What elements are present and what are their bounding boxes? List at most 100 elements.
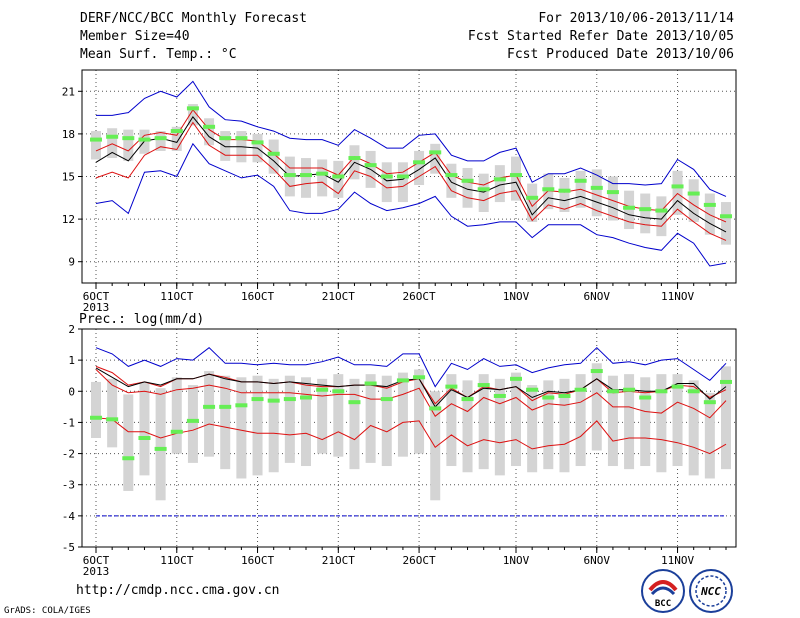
median-mark bbox=[219, 136, 232, 141]
ensemble-max-line bbox=[95, 347, 727, 388]
ensemble-box bbox=[333, 160, 344, 198]
ensemble-mean-line bbox=[95, 367, 727, 408]
x-tick-label: 26OCT bbox=[403, 290, 436, 303]
ensemble-box bbox=[155, 388, 166, 501]
ensemble-box bbox=[414, 150, 425, 186]
ensemble-box bbox=[220, 375, 231, 470]
plot-frame bbox=[81, 328, 737, 548]
ensemble-box bbox=[591, 363, 602, 451]
median-mark bbox=[493, 393, 506, 398]
ensemble-box bbox=[559, 177, 570, 212]
ensemble-box bbox=[91, 131, 101, 160]
mean-minus-sd-line bbox=[95, 121, 727, 241]
x-tick-label: 11OCT bbox=[160, 290, 193, 303]
ensemble-box bbox=[333, 374, 344, 457]
median-mark bbox=[122, 136, 135, 141]
y-tick-label: -1 bbox=[62, 416, 75, 429]
median-mark bbox=[542, 187, 555, 192]
median-mark bbox=[90, 137, 102, 142]
x-tick-year-label: 2013 bbox=[83, 301, 110, 314]
x-tick-label: 11NOV bbox=[661, 290, 694, 303]
ensemble-box bbox=[624, 374, 635, 470]
x-tick-label: 1NOV bbox=[503, 290, 530, 303]
ensemble-box bbox=[107, 128, 118, 159]
y-tick-label: 18 bbox=[62, 128, 75, 141]
ensemble-box bbox=[397, 372, 408, 457]
ensemble-box bbox=[414, 369, 425, 454]
median-mark bbox=[380, 397, 393, 402]
ensemble-box bbox=[478, 173, 489, 212]
median-mark bbox=[251, 397, 264, 402]
median-mark bbox=[703, 202, 716, 207]
ensemble-box bbox=[123, 394, 134, 491]
median-mark bbox=[251, 140, 264, 145]
median-mark bbox=[203, 124, 216, 129]
median-mark bbox=[720, 379, 732, 384]
ensemble-box bbox=[721, 202, 731, 245]
ensemble-box bbox=[607, 176, 618, 221]
ensemble-box bbox=[607, 375, 618, 467]
median-mark bbox=[316, 387, 329, 392]
source-url[interactable]: http://cmdp.ncc.cma.gov.cn bbox=[76, 583, 280, 598]
x-tick-label: 11NOV bbox=[661, 554, 694, 567]
median-mark bbox=[590, 369, 603, 374]
ensemble-box bbox=[204, 118, 215, 146]
ensemble-box bbox=[672, 374, 683, 467]
median-mark bbox=[655, 389, 668, 394]
median-mark bbox=[267, 151, 280, 156]
median-mark bbox=[461, 178, 474, 183]
median-mark bbox=[623, 387, 636, 392]
x-tick-label: 16OCT bbox=[241, 290, 274, 303]
median-mark bbox=[138, 436, 151, 440]
median-mark bbox=[590, 185, 603, 190]
median-mark bbox=[332, 389, 345, 394]
bcc-logo: BCC bbox=[641, 569, 685, 613]
ensemble-box bbox=[220, 131, 231, 161]
median-mark bbox=[542, 395, 555, 400]
median-mark bbox=[493, 177, 506, 182]
y-tick-label: -5 bbox=[62, 541, 75, 554]
y-tick-label: 9 bbox=[68, 256, 75, 269]
median-mark bbox=[671, 184, 684, 189]
median-mark bbox=[639, 207, 652, 212]
median-mark bbox=[364, 381, 377, 386]
median-mark bbox=[235, 403, 248, 408]
median-mark bbox=[219, 404, 232, 409]
ensemble-box bbox=[430, 391, 441, 501]
ensemble-box bbox=[591, 169, 602, 217]
median-mark bbox=[574, 178, 587, 183]
ensemble-box bbox=[494, 165, 505, 203]
ncc-logo-text: NCC bbox=[700, 585, 721, 598]
median-mark bbox=[606, 190, 619, 195]
x-tick-label: 21OCT bbox=[322, 290, 355, 303]
ensemble-box bbox=[527, 385, 538, 473]
x-tick-label: 11OCT bbox=[160, 554, 193, 567]
ensemble-box bbox=[317, 159, 328, 197]
ensemble-box bbox=[381, 162, 392, 203]
ensemble-box bbox=[640, 377, 651, 467]
ensemble-box bbox=[268, 378, 279, 473]
median-mark bbox=[655, 208, 668, 213]
ensemble-box bbox=[527, 183, 538, 222]
median-mark bbox=[186, 418, 199, 423]
ensemble-box bbox=[139, 381, 150, 476]
y-tick-label: 12 bbox=[62, 213, 75, 226]
median-mark bbox=[639, 395, 652, 400]
ensemble-box bbox=[204, 371, 215, 457]
x-tick-label: 21OCT bbox=[322, 554, 355, 567]
median-mark bbox=[332, 174, 345, 179]
median-mark bbox=[687, 389, 700, 394]
median-mark bbox=[623, 205, 636, 210]
x-tick-label: 6OCT bbox=[83, 290, 110, 303]
ensemble-mean-line bbox=[95, 116, 727, 233]
ensemble-box bbox=[268, 139, 279, 174]
median-mark bbox=[90, 415, 102, 420]
ensemble-box bbox=[365, 374, 376, 463]
ensemble-box bbox=[349, 378, 360, 470]
x-tick-label: 16OCT bbox=[241, 554, 274, 567]
median-mark bbox=[477, 383, 490, 388]
ensemble-box bbox=[187, 104, 198, 126]
ensemble-max-line bbox=[96, 80, 727, 197]
forecast-started-date: Fcst Started Refer Date 2013/10/05 bbox=[467, 29, 734, 44]
